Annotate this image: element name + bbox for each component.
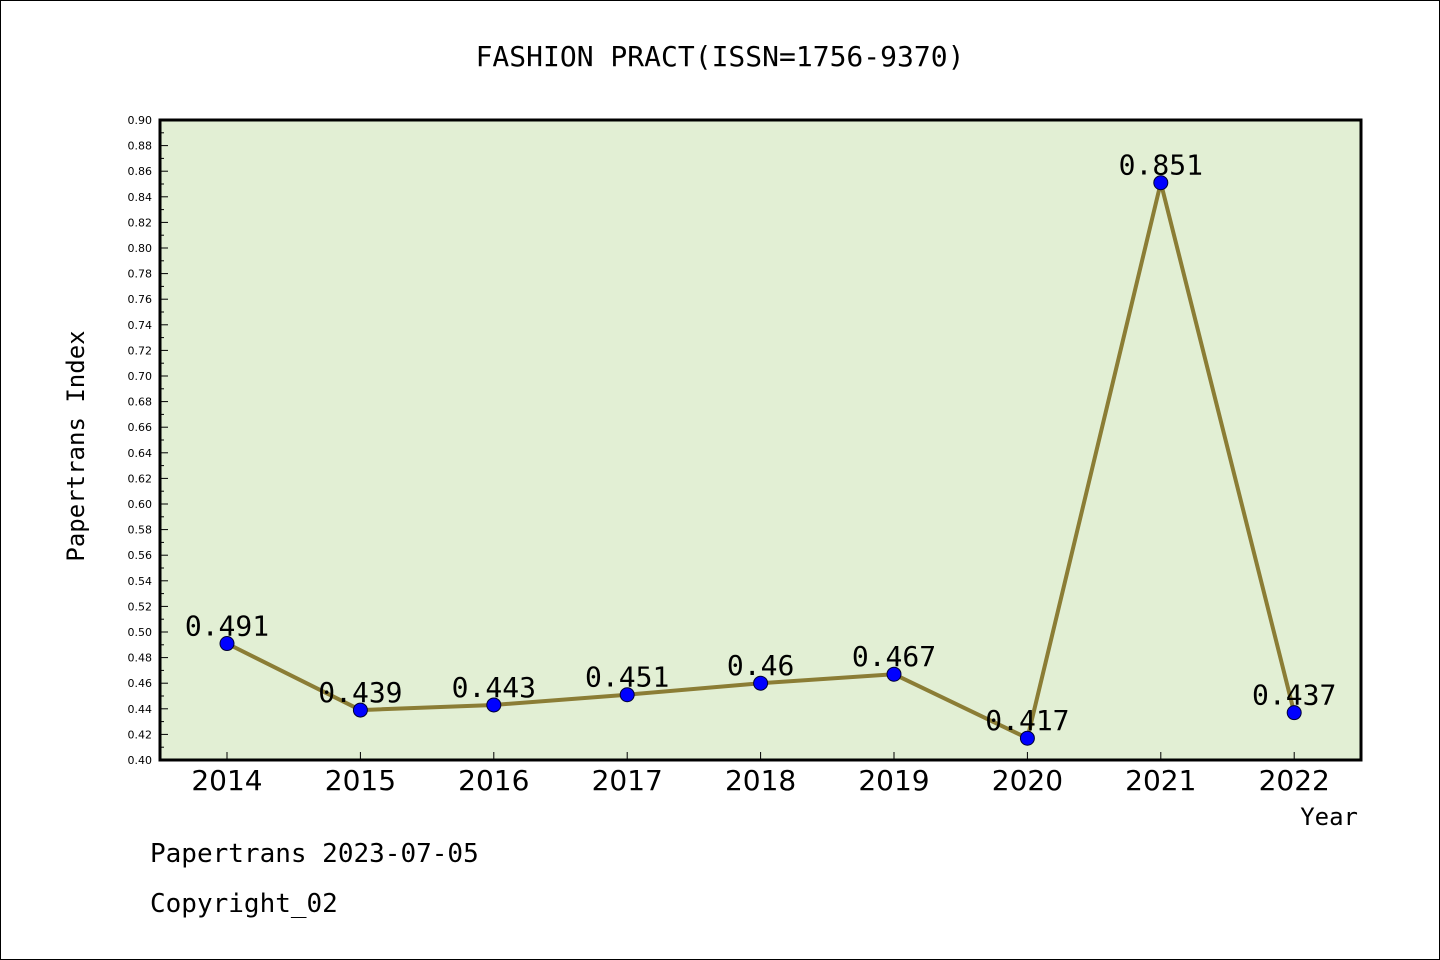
x-tick-label: 2020 <box>992 764 1063 797</box>
footer-copyright: Copyright_02 <box>150 889 338 919</box>
y-tick-label: 0.66 <box>128 421 153 434</box>
y-tick-label: 0.76 <box>128 293 153 306</box>
y-tick-label: 0.52 <box>128 600 153 613</box>
y-tick-label: 0.60 <box>128 498 153 511</box>
x-tick-label: 2018 <box>725 764 796 797</box>
y-tick-label: 0.70 <box>128 370 153 383</box>
data-label: 0.437 <box>1252 679 1336 712</box>
x-tick-label: 2016 <box>458 764 529 797</box>
data-point <box>219 636 235 652</box>
x-tick-label: 2022 <box>1259 764 1330 797</box>
data-label: 0.439 <box>318 676 402 709</box>
footer-date: Papertrans 2023-07-05 <box>150 839 479 869</box>
y-tick-label: 0.80 <box>128 242 153 255</box>
x-tick-label: 2019 <box>858 764 929 797</box>
y-axis: 0.40 0.42 0.44 0.46 0.48 0.50 0.52 0.54 0.56 0.58… <box>128 114 168 767</box>
data-point <box>486 697 502 713</box>
x-axis-label: Year <box>1300 803 1358 831</box>
y-tick-label: 0.64 <box>128 447 153 460</box>
data-label: 0.451 <box>585 661 669 694</box>
y-tick-label: 0.74 <box>128 319 153 332</box>
chart-title: FASHION PRACT(ISSN=1756-9370) <box>476 40 965 73</box>
x-tick-label: 2014 <box>191 764 262 797</box>
y-tick-label: 0.56 <box>128 549 153 562</box>
data-point <box>753 675 769 691</box>
y-tick-label: 0.82 <box>128 216 153 229</box>
x-tick-label: 2015 <box>325 764 396 797</box>
y-tick-label: 0.62 <box>128 472 153 485</box>
data-label: 0.443 <box>452 671 536 704</box>
y-tick-label: 0.84 <box>128 191 153 204</box>
x-tick-label: 2017 <box>592 764 663 797</box>
y-tick-label: 0.78 <box>128 268 153 281</box>
y-tick-label: 0.88 <box>128 140 153 153</box>
y-axis-label: Papertrans Index <box>62 330 90 561</box>
data-label: 0.491 <box>185 610 269 643</box>
data-point <box>1153 175 1169 191</box>
y-tick-label: 0.68 <box>128 396 153 409</box>
data-label: 0.467 <box>852 640 936 673</box>
x-axis: 2014 2015 2016 2017 2018 2019 2020 2021 2022 <box>191 752 1330 797</box>
data-point <box>619 687 635 703</box>
y-tick-label: 0.86 <box>128 165 153 178</box>
y-tick-label: 0.54 <box>128 575 153 588</box>
y-tick-label: 0.44 <box>128 703 153 716</box>
y-tick-label: 0.58 <box>128 524 153 537</box>
data-point <box>886 666 902 682</box>
data-point <box>1019 730 1035 746</box>
y-tick-label: 0.48 <box>128 652 153 665</box>
plot-area <box>158 118 1363 762</box>
series-group: 0.491 0.439 0.443 0.451 0.46 0.467 0.417 0.851 0… <box>185 149 1336 746</box>
y-tick-label: 0.90 <box>128 114 153 127</box>
y-tick-label: 0.40 <box>128 754 153 767</box>
y-tick-label: 0.50 <box>128 626 153 639</box>
data-point <box>1286 705 1302 721</box>
data-label: 0.46 <box>727 649 794 682</box>
data-label: 0.417 <box>985 704 1069 737</box>
y-tick-label: 0.42 <box>128 728 153 741</box>
y-tick-label: 0.72 <box>128 344 153 357</box>
data-label: 0.851 <box>1119 149 1203 182</box>
data-point <box>352 702 368 718</box>
y-tick-label: 0.46 <box>128 677 153 690</box>
x-tick-label: 2021 <box>1125 764 1196 797</box>
